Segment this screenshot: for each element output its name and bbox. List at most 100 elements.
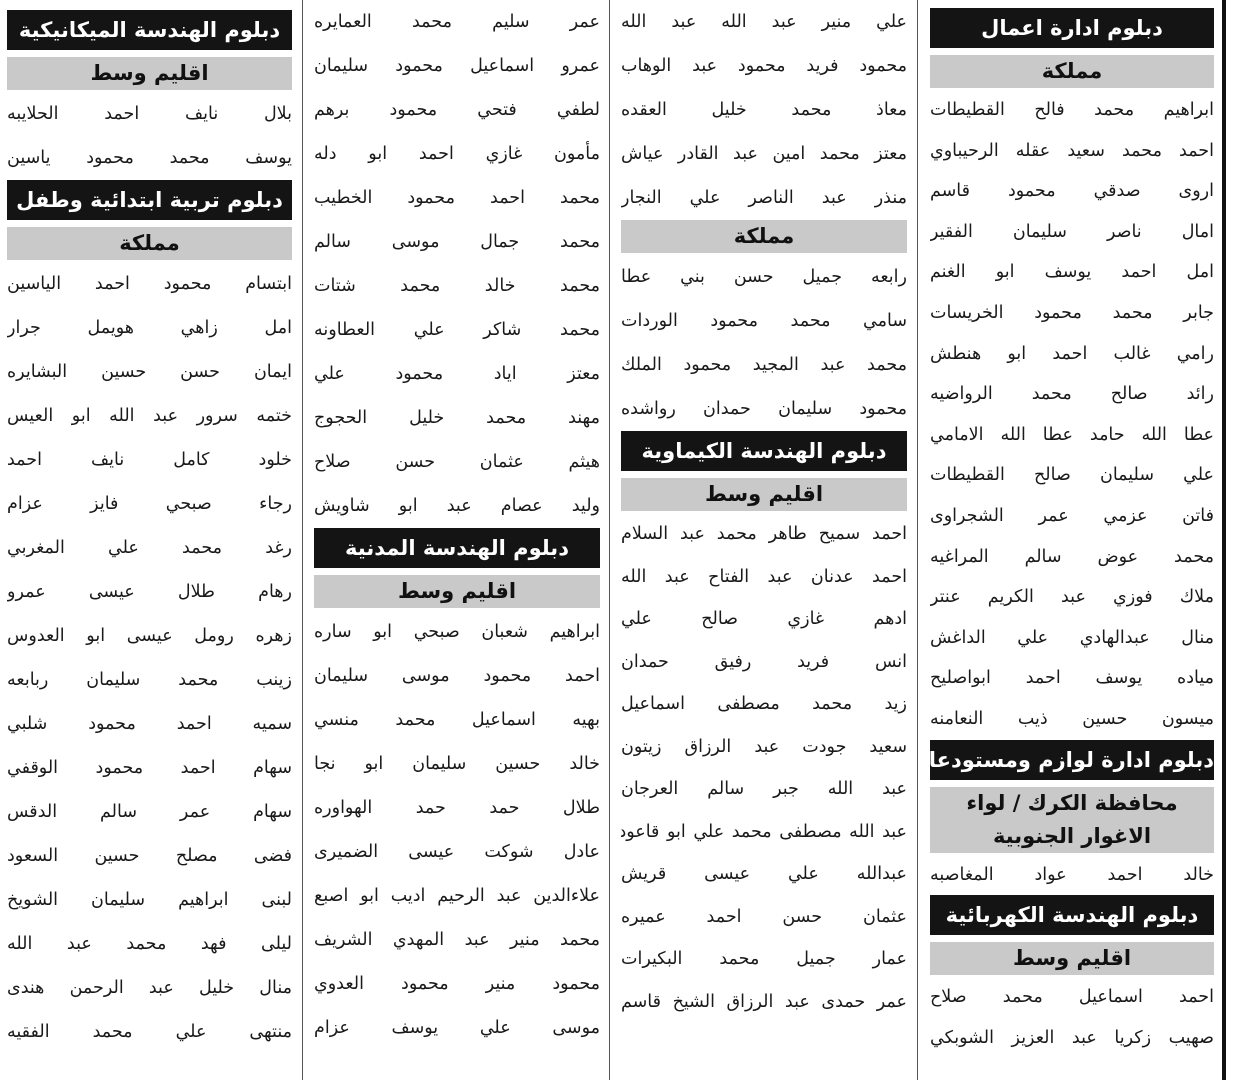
column-rule [609,0,610,1080]
name-entry: رابعه جميل حسن بني عطا [621,267,907,287]
name-entry: سعيد جودت عبد الرزاق زيتون [621,736,907,757]
name-entry: زينب محمد سليمان ربابعه [7,670,292,690]
name-entry: عبد الله جبر سالم العرجان [621,779,907,799]
name-entry: ختمه سرور عبد الله ابو العيس [7,406,292,426]
name-entry: معاذ محمد خليل العقده [621,100,907,120]
name-entry: محمود سليمان حمدان رواشده [621,399,907,419]
name-entry: انس فريد رفيق حمدان [621,651,907,672]
name-entry: سامي محمد محمود الوردات [621,311,907,331]
name-entry: ابراهيم شعبان صبحي ابو ساره [314,622,600,642]
column-1: دبلوم ادارة اعمال مملكة ابراهيم محمد فالح … [930,8,1214,1058]
column-2: علي منير عبد الله عبد الله محمود فريد محم… [621,0,907,1023]
name-entry: رغد محمد علي المغربي [7,538,292,558]
name-entry: رهام طلال عيسى عمرو [7,582,292,602]
section-heading: دبلوم تربية ابتدائية وطفل [7,180,292,220]
region-subheading: مملكة [621,220,907,253]
name-entry: ابراهيم محمد فالح القطيطات [930,100,1214,120]
name-entry: علاءالدين عبد الرحيم اديب ابو اصبع [314,886,600,906]
name-entry: محمد جمال موسى سالم [314,232,600,252]
name-entry: لطفي فتحي محمود برهم [314,100,600,120]
region-subheading: محافظة الكرك / لواء الاغوار الجنوبية [930,786,1214,853]
name-entry: خالد حسين سليمان ابو نجا [314,754,600,774]
name-entry: منذر عبد الناصر علي النجار [621,188,907,208]
name-entry: علي سليمان صالح القطيطات [930,465,1214,486]
name-entry: رجاء صبحي فايز عزام [7,494,292,514]
column-4: دبلوم الهندسة الميكانيكية اقليم وسط بلال ن… [7,10,292,1054]
name-entry: محمود منير محمود العدوي [314,974,600,994]
name-entry: خالد احمد عواد المغاصبه [930,864,1214,885]
name-entry: امال ناصر سليمان الفقير [930,221,1214,242]
name-entry: عمار جميل محمد البكيرات [621,949,907,969]
name-entry: زيد محمد مصطفى اسماعيل [621,694,907,714]
name-entry: احمد سميح طاهر محمد عبد السلام [621,524,907,544]
name-entry: محمد احمد محمود الخطيب [314,188,600,208]
section-heading: دبلوم الهندسة الكهربائية [930,895,1214,936]
name-entry: محمود فريد محمود عبد الوهاب [621,56,907,76]
name-entry: صهيب زكريا عبد العزيز الشوبكي [930,1027,1214,1048]
section-heading: دبلوم ادارة اعمال [930,8,1214,48]
name-entry: ميسون حسين ذيب النعامنه [930,708,1214,729]
region-subheading: اقليم وسط [7,57,292,90]
name-entry: احمد محمد سعيد عقله الرحيباوي [930,140,1214,161]
name-entry: امل زاهي هويمل جرار [7,318,292,338]
name-entry: زهره رومل عيسى ابو العدوس [7,626,292,646]
name-entry: علي منير عبد الله عبد الله [621,12,907,32]
name-entry: ملاك فوزي عبد الكريم عنتر [930,587,1214,608]
name-entry: عمر حمدى عبد الرزاق الشيخ قاسم [621,991,907,1012]
name-entry: معتز محمد امين عبد القادر عياش [621,144,907,164]
name-entry: فضى مصلح حسين السعود [7,846,292,866]
name-entry: محمد منير عبد المهدي الشريف [314,930,600,950]
section-heading: دبلوم ادارة لوازم ومستودعات [930,739,1214,780]
name-entry: احمد اسماعيل محمد صلاح [930,987,1214,1008]
region-subheading: اقليم وسط [930,942,1214,976]
region-subheading: اقليم وسط [314,575,600,608]
name-entry: خلود كامل نايف احمد [7,450,292,470]
name-entry: محمد خالد محمد شتات [314,276,600,296]
name-entry: محمد عوض سالم المراغيه [930,546,1214,567]
region-subheading: مملكة [7,227,292,260]
name-entry: مأمون غازي احمد ابو دله [314,144,600,164]
name-entry: محمد شاكر علي العطاونه [314,320,600,340]
name-entry: اروى صدقي محمود قاسم [930,181,1214,202]
name-entry: منتهى علي محمد الفقيه [7,1022,292,1042]
name-entry: رامي غالب احمد ابو هنطش [930,343,1214,364]
name-entry: امل احمد يوسف ابو الغنم [930,262,1214,283]
name-entry: ليلى فهد محمد عبد الله [7,934,292,954]
name-entry: رائد صالح محمد الرواضيه [930,384,1214,405]
name-entry: عبد الله مصطفى محمد علي ابو قاعود [621,821,907,842]
name-entry: فاتن عزمي عمر الشجراوى [930,505,1214,526]
column-rule [1222,0,1226,1080]
name-entry: محمد عبد المجيد محمود الملك [621,355,907,375]
name-entry: منال عبدالهادي علي الداغش [930,627,1214,648]
column-rule [302,0,303,1080]
name-entry: عبدالله علي عيسى قريش [621,864,907,884]
name-entry: معتز اياد محمود علي [314,364,600,384]
column-3: عمر سليم محمد العمايره عمرو اسماعيل محمود… [314,0,600,1050]
name-entry: يوسف محمد محمود ياسين [7,148,292,168]
name-entry: منال خليل عبد الرحمن هندى [7,978,292,998]
name-entry: طلال حمد حمد الهواوره [314,798,600,818]
name-entry: ايمان حسن حسين البشايره [7,362,292,382]
name-entry: احمد عدنان عبد الفتاح عبد الله [621,566,907,587]
name-entry: عمرو اسماعيل محمود سليمان [314,56,600,76]
column-rule [917,0,918,1080]
name-entry: ابتسام محمود احمد الياسين [7,274,292,294]
section-heading: دبلوم الهندسة الميكانيكية [7,10,292,50]
name-entry: عطا الله حامد عطا الله الامامي [930,424,1214,445]
name-entry: سهام احمد محمود الوقفي [7,758,292,778]
name-entry: عمر سليم محمد العمايره [314,12,600,32]
name-entry: وليد عصام عبد ابو شاويش [314,496,600,516]
name-entry: سهام عمر سالم الدقس [7,802,292,822]
name-entry: جابر محمد محمود الخريسات [930,302,1214,323]
name-entry: بهيه اسماعيل محمد منسي [314,710,600,730]
region-subheading: اقليم وسط [621,478,907,511]
name-entry: مهند محمد خليل الحجوج [314,408,600,428]
name-entry: بلال نايف احمد الحلايبه [7,104,292,124]
name-entry: موسى علي يوسف عزام [314,1018,600,1038]
name-entry: عثمان حسن احمد عميره [621,906,907,927]
name-entry: سميه احمد محمود شلبي [7,714,292,734]
region-subheading: مملكة [930,55,1214,88]
name-entry: ادهم غازي صالح علي [621,609,907,629]
name-entry: لبنى ابراهيم سليمان الشويخ [7,890,292,910]
name-entry: عادل شوكت عيسى الضميرى [314,842,600,862]
